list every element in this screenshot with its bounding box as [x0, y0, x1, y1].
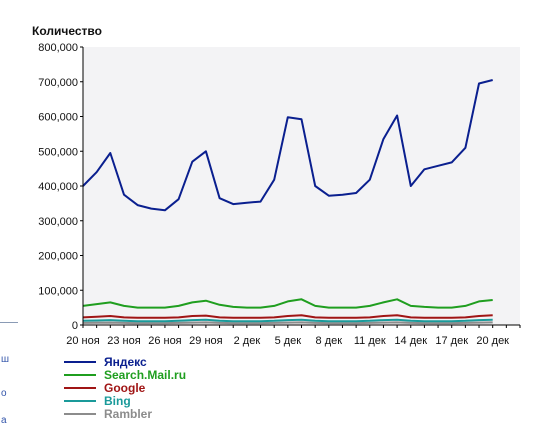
y-tick-label: 100,000: [38, 285, 78, 297]
x-tick-label: 5 дек: [275, 335, 302, 347]
plot-area: [83, 47, 520, 325]
series-line: [82, 314, 493, 319]
y-tick-label: 200,000: [38, 251, 78, 263]
series-layer: [82, 79, 493, 325]
legend-label: Яндекс: [104, 355, 147, 369]
x-tick-label: 17 дек: [435, 335, 468, 347]
x-tick-label: 23 ноя: [107, 335, 140, 347]
x-tick-labels: 20 ноя 23 ноя 26 ноя 29 ноя 2 дек 5 дек 8 дек 1…: [66, 325, 521, 347]
x-tick-label: 20 ноя: [66, 335, 99, 347]
legend-label: Bing: [104, 394, 131, 408]
y-tick-label: 300,000: [38, 216, 78, 228]
edge-divider: [0, 322, 18, 323]
y-tick-label: 800,000: [38, 42, 78, 54]
legend-label: Rambler: [104, 407, 152, 421]
edge-text-fragment[interactable]: ш: [1, 354, 10, 365]
y-tick-label: 600,000: [38, 112, 78, 124]
legend-label: Google: [104, 381, 146, 395]
legend-label: Search.Mail.ru: [104, 368, 186, 382]
series-line: [82, 318, 493, 323]
y-axis-title: Количество: [32, 24, 102, 38]
y-tick-label: 500,000: [38, 146, 78, 158]
y-tick-labels: 800,000 700,000 600,000 500,000 400,000 300,0…: [38, 42, 83, 332]
series-line: [82, 321, 493, 325]
edge-text-fragment[interactable]: а: [1, 415, 7, 426]
series-line: [82, 298, 493, 309]
x-tick-label: 20 дек: [476, 335, 509, 347]
x-tick-label: 26 ноя: [148, 335, 181, 347]
x-tick-label: 29 ноя: [189, 335, 222, 347]
x-tick-label: 11 дек: [354, 335, 386, 347]
y-tick-label: 0: [72, 320, 78, 332]
y-tick-label: 700,000: [38, 77, 78, 89]
series-line: [82, 79, 493, 212]
x-tick-label: 2 дек: [234, 335, 261, 347]
x-tick-label: 14 дек: [394, 335, 427, 347]
y-tick-label: 400,000: [38, 181, 78, 193]
edge-text-fragment[interactable]: о: [1, 388, 7, 399]
x-tick-label: 8 дек: [316, 335, 343, 347]
